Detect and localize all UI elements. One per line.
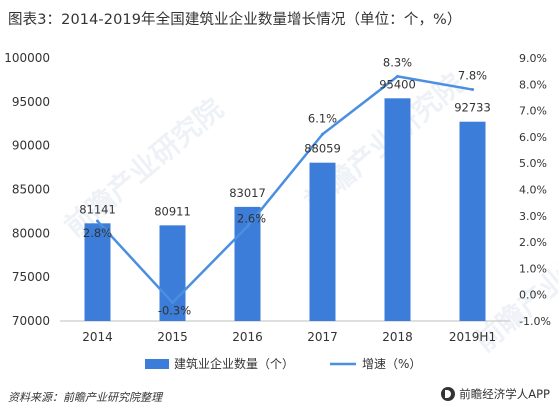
x-tick-label: 2019H1	[449, 330, 496, 344]
legend-bar-label: 建筑业企业数量（个）	[174, 356, 294, 371]
y-right-tick-label: 7.0%	[519, 105, 547, 118]
y-right-tick-label: 5.0%	[519, 157, 547, 170]
y-right-tick-label: 8.0%	[519, 78, 547, 91]
bar	[459, 121, 486, 321]
y-left-tick-label: 95000	[12, 95, 50, 109]
y-left-tick-label: 75000	[12, 270, 50, 284]
line-value-label: 2.6%	[237, 211, 266, 225]
bar	[384, 98, 411, 322]
legend-line-label: 增速（%）	[362, 357, 421, 371]
x-tick-label: 2016	[232, 330, 263, 344]
bar-value-label: 80911	[154, 204, 191, 218]
line-point	[321, 132, 324, 136]
bar-value-label: 83017	[229, 186, 266, 200]
x-tick-label: 2017	[307, 330, 338, 344]
bar	[84, 223, 111, 321]
y-right-tick-label: 0.0%	[519, 289, 547, 302]
y-right-tick-label: 1.0%	[519, 262, 547, 275]
line-point	[396, 74, 399, 78]
bar-value-label: 92733	[454, 101, 491, 115]
line-point	[471, 88, 474, 92]
bar-value-label: 88059	[304, 142, 341, 156]
brand: 前瞻经济学人APP	[441, 386, 550, 402]
bar	[309, 162, 336, 321]
line-value-label: 6.1%	[308, 111, 337, 125]
line-point	[246, 224, 249, 228]
y-right-tick-label: 4.0%	[519, 184, 547, 197]
legend-bar-swatch	[145, 359, 169, 369]
bar	[159, 225, 186, 321]
y-left-tick-label: 80000	[12, 226, 50, 240]
y-left-tick-label: 70000	[12, 314, 50, 328]
y-right-tick-label: 6.0%	[519, 131, 547, 144]
line-value-label: 8.3%	[383, 55, 412, 69]
line-point	[171, 301, 174, 305]
brand-label: 前瞻经济学人APP	[459, 387, 550, 401]
watermark-text: 前瞻产业研究院	[58, 92, 229, 243]
line-point	[96, 219, 99, 223]
y-left-tick-label: 85000	[12, 183, 50, 197]
bar-value-label: 81141	[79, 202, 116, 216]
line-value-label: -0.3%	[158, 304, 191, 318]
y-right-tick-label: 9.0%	[519, 52, 547, 65]
x-tick-label: 2015	[157, 330, 188, 344]
y-left-tick-label: 100000	[4, 51, 50, 65]
y-left-tick-label: 90000	[12, 139, 50, 153]
line-value-label: 2.8%	[83, 226, 112, 240]
source-note: 资料来源：前瞻产业研究院整理	[8, 391, 162, 404]
x-tick-label: 2014	[82, 330, 113, 344]
y-right-tick-label: 3.0%	[519, 210, 547, 223]
y-right-tick-label: 2.0%	[519, 236, 547, 249]
growth-line	[96, 75, 473, 304]
brand-logo-icon	[441, 387, 456, 401]
chart-title: 图表3：2014-2019年全国建筑业企业数量增长情况（单位：个，%）	[8, 12, 462, 28]
x-tick-label: 2018	[382, 330, 413, 344]
line-value-label: 7.8%	[458, 69, 487, 83]
y-right-tick-label: -1.0%	[519, 315, 551, 328]
bar-value-label: 95400	[379, 77, 416, 91]
